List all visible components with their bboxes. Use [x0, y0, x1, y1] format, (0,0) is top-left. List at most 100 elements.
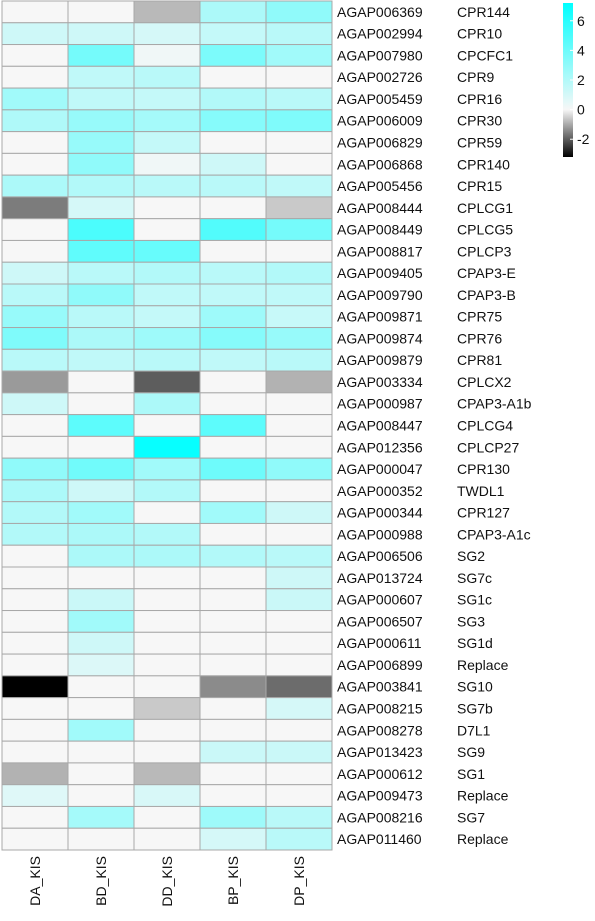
- row-gene-name: CPLCP3: [457, 243, 512, 259]
- heatmap-cell: [67, 392, 135, 416]
- heatmap-cell: [67, 762, 135, 786]
- row-gene-name: CPCFC1: [457, 47, 513, 63]
- heatmap-cell: [67, 718, 135, 742]
- legend-tick-label: 0: [577, 102, 585, 118]
- heatmap-cell: [1, 152, 69, 176]
- heatmap-cell: [67, 65, 135, 89]
- heatmap-cell: [1, 610, 69, 633]
- heatmap-cell: [133, 610, 201, 633]
- heatmap-cell: [1, 566, 69, 590]
- heatmap-cell: [265, 544, 333, 568]
- heatmap-cell: [133, 0, 201, 24]
- heatmap-cell: [199, 697, 267, 720]
- heatmap-cell: [265, 588, 333, 612]
- heatmap-cell: [67, 174, 135, 198]
- heatmap-cell: [199, 762, 267, 786]
- heatmap-cell: [67, 675, 135, 699]
- heatmap-cell: [1, 109, 69, 133]
- heatmap-cell: [67, 131, 135, 154]
- heatmap-cell: [265, 784, 333, 807]
- row-gene-id: AGAP008449: [337, 222, 423, 238]
- heatmap-cell: [133, 501, 201, 524]
- row-gene-name: CPR140: [457, 156, 510, 172]
- heatmap-cell: [133, 566, 201, 590]
- heatmap-cell: [67, 588, 135, 612]
- heatmap-cell: [265, 370, 333, 394]
- heatmap-cell: [133, 697, 201, 720]
- row-gene-id: AGAP000344: [337, 505, 423, 521]
- heatmap-cell: [199, 196, 267, 220]
- heatmap-cell: [1, 827, 69, 851]
- row-gene-id: AGAP006507: [337, 613, 423, 629]
- heatmap-cell: [199, 414, 267, 437]
- heatmap-cell: [1, 740, 69, 764]
- heatmap-cell: [199, 327, 267, 350]
- heatmap-cell: [1, 261, 69, 285]
- heatmap-cell: [133, 174, 201, 198]
- heatmap-cell: [199, 805, 267, 829]
- row-gene-name: CPR130: [457, 461, 510, 477]
- heatmap-cell: [265, 65, 333, 89]
- row-gene-id: AGAP006899: [337, 657, 423, 673]
- heatmap-cell: [199, 784, 267, 807]
- legend-tick-label: -2: [577, 131, 590, 147]
- column-label: DP_KIS: [291, 856, 307, 906]
- heatmap-cell: [67, 479, 135, 503]
- heatmap-cell: [67, 827, 135, 851]
- heatmap-cell: [67, 435, 135, 459]
- heatmap-cell: [265, 283, 333, 307]
- heatmap-cell: [1, 196, 69, 220]
- heatmap-cell: [199, 131, 267, 154]
- heatmap-cell: [199, 522, 267, 546]
- heatmap-cell: [133, 588, 201, 612]
- heatmap-cell: [1, 392, 69, 416]
- heatmap-cell: [67, 784, 135, 807]
- heatmap-cell: [133, 65, 201, 89]
- heatmap-cell: [133, 653, 201, 677]
- heatmap-cell: [199, 109, 267, 133]
- heatmap-cell: [67, 261, 135, 285]
- heatmap-cell: [1, 435, 69, 459]
- heatmap-cell: [133, 218, 201, 241]
- heatmap-cell: [67, 414, 135, 437]
- heatmap-cell: [265, 653, 333, 677]
- row-gene-id: AGAP000612: [337, 766, 423, 782]
- heatmap-cell: [133, 435, 201, 459]
- heatmap-cell: [133, 109, 201, 133]
- row-gene-id: AGAP009879: [337, 352, 423, 368]
- heatmap-cell: [1, 631, 69, 655]
- heatmap-cell: [265, 239, 333, 263]
- heatmap-cell: [67, 327, 135, 350]
- heatmap-cell: [265, 675, 333, 699]
- heatmap-cell: [67, 566, 135, 590]
- heatmap-cell: [133, 740, 201, 764]
- row-gene-id: AGAP000607: [337, 592, 423, 608]
- row-gene-id: AGAP006829: [337, 135, 423, 151]
- column-label: DD_KIS: [159, 856, 175, 907]
- heatmap-cell: [133, 348, 201, 372]
- row-gene-name: SG2: [457, 548, 485, 564]
- heatmap-cell: [133, 152, 201, 176]
- heatmap-cell: [1, 544, 69, 568]
- legend-tick-label: 6: [577, 13, 585, 29]
- heatmap-cell: [199, 740, 267, 764]
- heatmap-cell: [1, 239, 69, 263]
- heatmap-cell: [1, 305, 69, 329]
- legend-colorbar: [563, 3, 573, 157]
- heatmap-cell: [199, 653, 267, 677]
- heatmap-cell: [265, 87, 333, 111]
- heatmap-cell: [133, 305, 201, 329]
- heatmap-cell: [1, 588, 69, 612]
- row-gene-name: SG9: [457, 744, 485, 760]
- row-gene-name: CPR75: [457, 309, 502, 325]
- heatmap-cell: [1, 87, 69, 111]
- heatmap-cell: [265, 697, 333, 720]
- row-gene-id: AGAP007980: [337, 47, 423, 63]
- row-gene-id: AGAP009790: [337, 287, 423, 303]
- heatmap-cell: [133, 392, 201, 416]
- heatmap-cell: [67, 22, 135, 46]
- heatmap-cell: [265, 0, 333, 24]
- heatmap-cell: [1, 131, 69, 154]
- row-gene-id: AGAP009405: [337, 265, 423, 281]
